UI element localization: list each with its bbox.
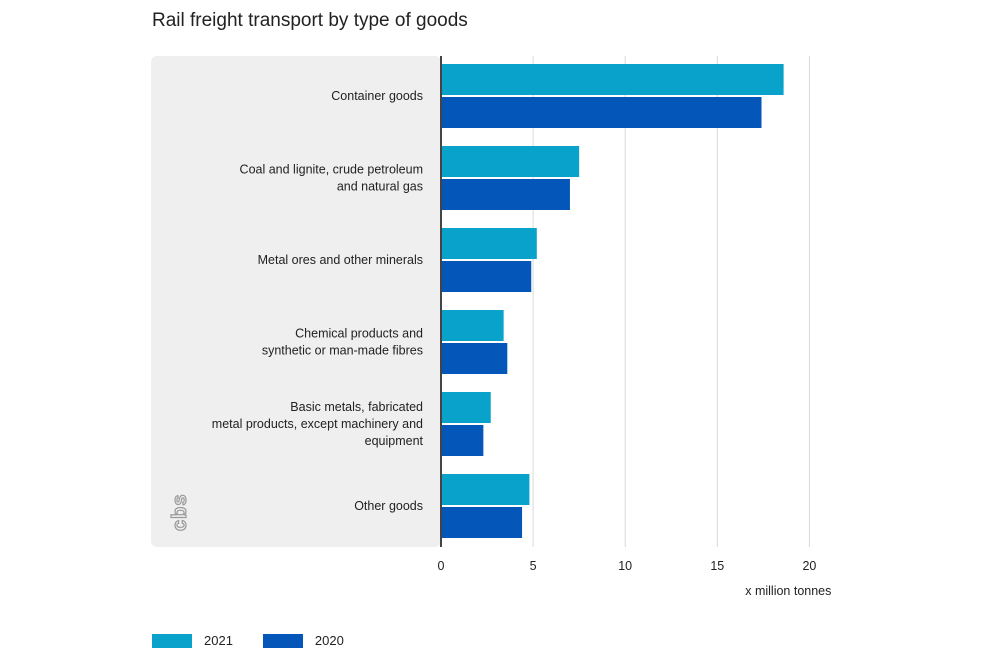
category-label: synthetic or man-made fibres bbox=[262, 344, 423, 358]
category-label: Coal and lignite, crude petroleum bbox=[240, 163, 423, 177]
bars-group bbox=[442, 64, 784, 538]
bar-2020-0 bbox=[442, 97, 762, 128]
x-tick-label: 0 bbox=[438, 559, 445, 573]
bar-2020-3 bbox=[442, 343, 508, 374]
legend-item-2020[interactable]: 2020 bbox=[262, 633, 344, 648]
bar-2020-5 bbox=[442, 507, 523, 538]
cbs-logo-lettering: cbs bbox=[169, 494, 191, 531]
x-tick-label: 20 bbox=[802, 559, 816, 573]
bar-2020-1 bbox=[442, 179, 570, 210]
legend: 2021 2020 bbox=[152, 633, 344, 648]
x-axis-label: x million tonnes bbox=[745, 584, 831, 598]
bar-2021-3 bbox=[442, 310, 504, 341]
x-tick-label: 15 bbox=[710, 559, 724, 573]
category-label: metal products, except machinery and bbox=[212, 417, 423, 431]
cbs-logo: cbs bbox=[168, 493, 191, 532]
chart-panel-background bbox=[151, 56, 441, 547]
bar-2021-4 bbox=[442, 392, 491, 423]
legend-label-2021: 2021 bbox=[204, 633, 233, 648]
x-tick-label: 10 bbox=[618, 559, 632, 573]
bar-2021-2 bbox=[442, 228, 537, 259]
category-label: and natural gas bbox=[337, 180, 423, 194]
category-label: Container goods bbox=[331, 89, 423, 103]
category-labels: Container goods Coal and lignite, crude p… bbox=[212, 89, 424, 513]
category-label: equipment bbox=[365, 434, 424, 448]
bar-2020-4 bbox=[442, 425, 484, 456]
category-label: Chemical products and bbox=[295, 327, 423, 341]
bar-2021-5 bbox=[442, 474, 530, 505]
x-tick-labels: 0 5 10 15 20 bbox=[438, 559, 817, 573]
bar-2021-1 bbox=[442, 146, 580, 177]
category-label: Other goods bbox=[354, 499, 423, 513]
category-label: Metal ores and other minerals bbox=[258, 253, 423, 267]
x-tick-label: 5 bbox=[530, 559, 537, 573]
legend-swatch-2020 bbox=[262, 633, 303, 648]
bar-2021-0 bbox=[442, 64, 784, 95]
legend-label-2020: 2020 bbox=[314, 633, 344, 648]
grid-lines bbox=[532, 56, 810, 547]
bar-2020-2 bbox=[442, 261, 532, 292]
legend-swatch-2021 bbox=[152, 633, 192, 648]
chart-title: Rail freight transport by type of goods bbox=[152, 10, 468, 31]
legend-item-2021[interactable]: 2021 bbox=[152, 633, 233, 648]
category-label: Basic metals, fabricated bbox=[290, 400, 423, 414]
